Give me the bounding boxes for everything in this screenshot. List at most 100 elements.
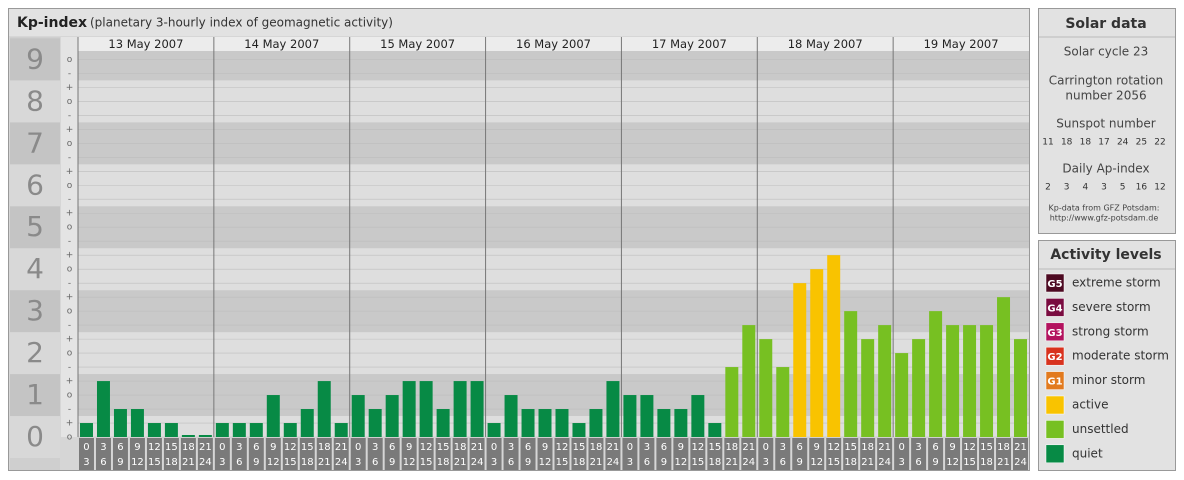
hour-cell [1013,438,1028,470]
hour-from: 18 [725,442,738,453]
bar [300,409,314,437]
hour-cell [996,438,1012,470]
band [10,332,60,375]
hour-to: 15 [420,457,433,468]
bar [283,423,297,437]
hour-to: 3 [898,457,904,468]
hour-to: 18 [301,457,314,468]
minor-tick-label: + [66,83,74,93]
source: Kp-data from GFZ Potsdam: [1049,204,1160,213]
hour-to: 9 [117,457,123,468]
title-bar [9,9,1029,36]
hour-cell [180,438,196,470]
hour-to: 21 [590,457,603,468]
hour-from: 3 [372,442,378,453]
legend-badge: G5 [1047,279,1062,290]
bar [198,435,212,437]
hour-from: 0 [355,442,361,453]
hour-from: 0 [898,442,904,453]
bar [759,339,773,437]
ap-value: 4 [1082,183,1088,193]
hour-cell [384,438,400,470]
hour-from: 6 [932,442,938,453]
hour-from: 0 [763,442,769,453]
hour-cell [639,438,655,470]
bar [963,325,977,437]
hour-cell [622,438,638,470]
hour-to: 12 [674,457,687,468]
bar [691,395,705,437]
bar [810,269,824,437]
minor-tick-label: - [68,363,71,373]
hour-cell [673,438,689,470]
legend-badge: G4 [1047,303,1062,314]
band [10,206,60,249]
hour-cell [231,438,247,470]
bar [674,409,688,437]
hour-from: 12 [827,442,840,453]
hour-cell [843,438,859,470]
bar [725,367,739,437]
hour-to: 6 [780,457,786,468]
hour-from: 12 [148,442,161,453]
hour-to: 12 [131,457,144,468]
bar [317,381,331,437]
legend-label: extreme storm [1072,276,1161,290]
bar [555,409,569,437]
legend-swatch [1045,322,1065,342]
band [10,374,60,417]
hour-cell [724,438,740,470]
minor-tick-label: + [66,125,74,135]
hour-to: 3 [219,457,225,468]
sunspot-title: Sunspot number [1056,117,1155,131]
hour-cell [248,438,264,470]
hour-cell [571,438,587,470]
hour-cell [367,438,383,470]
hour-cell [877,438,893,470]
day-label: 15 May 2007 [380,37,455,51]
bar [929,311,943,437]
legend-swatch [1045,444,1065,464]
legend-badge: G2 [1047,352,1062,363]
solar-title: Solar data [1065,16,1146,32]
bar [368,409,382,437]
hour-from: 15 [573,442,586,453]
bar [844,311,858,437]
hour-cell [129,438,145,470]
minor-column [61,37,78,437]
hour-from: 21 [471,442,484,453]
hour-from: 6 [797,442,803,453]
hour-cell [452,438,468,470]
hour-from: 15 [165,442,178,453]
ap-value: 5 [1120,183,1126,193]
bar [113,409,127,437]
hour-to: 15 [691,457,704,468]
minor-tick-label: - [68,321,71,331]
legend-swatch [1045,346,1065,366]
hour-from: 3 [915,442,921,453]
hour-cell [520,438,536,470]
hour-to: 3 [355,457,361,468]
sunspot-value: 18 [1061,138,1073,148]
hour-cell [656,438,672,470]
hour-cell [826,438,842,470]
bar [164,423,178,437]
hour-to: 9 [253,457,259,468]
day-label: 14 May 2007 [244,37,319,51]
bar [980,325,994,437]
hour-to: 15 [963,457,976,468]
hour-cell [979,438,995,470]
sunspot-value: 11 [1042,138,1053,148]
band [10,416,60,458]
hour-cell [554,438,570,470]
hour-to: 3 [83,457,89,468]
minor-tick-label: o [67,307,73,317]
hour-to: 21 [861,457,874,468]
hour-from: 6 [661,442,667,453]
minor-tick-label: + [66,167,74,177]
hour-from: 9 [542,442,548,453]
hour-from: 0 [627,442,633,453]
hour-cell [350,438,366,470]
sunspot-value: 24 [1117,138,1129,148]
bar [861,339,875,437]
